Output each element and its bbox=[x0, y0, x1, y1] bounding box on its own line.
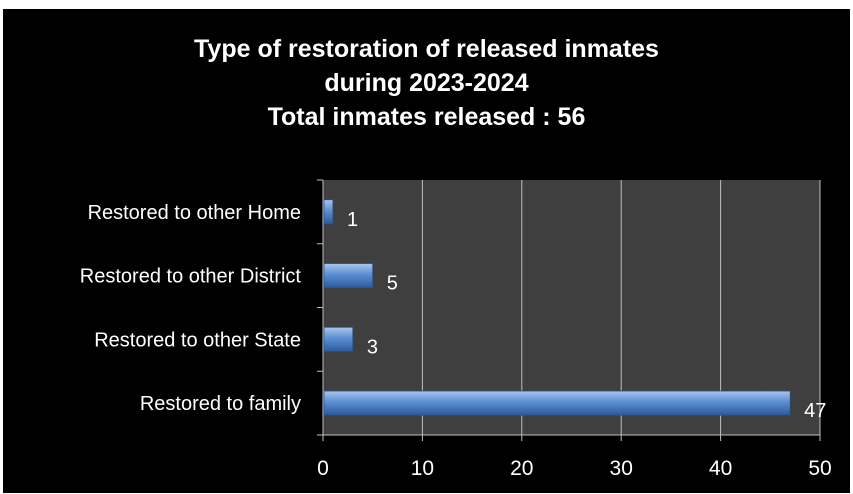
bar-1 bbox=[323, 263, 374, 289]
chart-title-line-3: Total inmates released : 56 bbox=[267, 103, 586, 131]
x-tick-label-10: 10 bbox=[411, 457, 434, 480]
x-tick-label-50: 50 bbox=[808, 457, 831, 480]
x-tick-label-20: 20 bbox=[510, 457, 533, 480]
x-tick-label-40: 40 bbox=[709, 457, 732, 480]
category-label-2: Restored to other State bbox=[94, 329, 301, 351]
chart-title-line-2: during 2023-2024 bbox=[324, 69, 529, 97]
category-label-3: Restored to family bbox=[140, 393, 301, 415]
bar-2 bbox=[323, 326, 354, 352]
bar-3 bbox=[323, 390, 791, 416]
data-label-1: 5 bbox=[387, 273, 398, 295]
data-label-2: 3 bbox=[367, 336, 378, 358]
chart-title: Type of restoration of released inmates … bbox=[3, 32, 850, 134]
category-label-1: Restored to other District bbox=[80, 266, 302, 288]
data-label-0: 1 bbox=[347, 209, 358, 231]
bar-0 bbox=[323, 199, 334, 225]
chart-title-line-1: Type of restoration of released inmates bbox=[194, 35, 659, 63]
category-label-0: Restored to other Home bbox=[88, 202, 301, 224]
x-tick-label-0: 0 bbox=[317, 457, 329, 480]
x-tick-label-30: 30 bbox=[610, 457, 633, 480]
data-label-3: 47 bbox=[804, 400, 826, 422]
